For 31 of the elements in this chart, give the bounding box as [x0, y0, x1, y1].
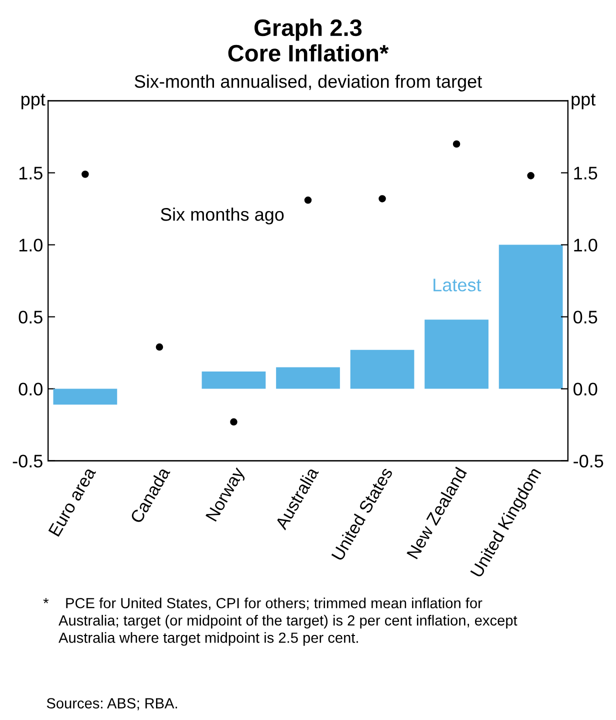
y-tick-label: -0.5 — [12, 454, 42, 468]
y2-tick-label: 1.5 — [574, 166, 598, 180]
annotation: Latest — [434, 278, 482, 292]
y2-axis-title: ppt — [572, 94, 596, 110]
y2-tick-label: -0.5 — [574, 454, 604, 468]
point — [230, 418, 238, 426]
source-note: Sources: ABS; RBA. — [46, 698, 177, 710]
y-axis-title: ppt — [22, 94, 46, 110]
y-tick-label: 0.0 — [18, 382, 42, 396]
y-tick-label: 1.5 — [19, 166, 42, 180]
y2-tick-label: 0.0 — [574, 382, 598, 396]
point — [156, 343, 164, 351]
bar — [202, 372, 266, 389]
point — [452, 140, 460, 148]
bar — [276, 367, 340, 389]
point — [304, 196, 312, 204]
y2-tick-label: 0.5 — [574, 310, 598, 324]
bar — [53, 388, 118, 405]
chart-title: Graph 2.3 Core Inflation* — [228, 18, 389, 62]
y-tick-label: 0.5 — [18, 310, 42, 324]
bar — [498, 244, 563, 389]
bar — [424, 320, 488, 389]
y-tick-label: 1.0 — [19, 238, 42, 252]
point — [378, 195, 386, 202]
bar — [350, 350, 414, 389]
text: * PCE for United States, CPI for others; trimmed mean inflation for Australia; target (or midpoint of the target) is 2 per cent inflation, except Australia where target midpoint is 2.5 per cent. — [43, 598, 518, 646]
chart-subtitle: Six-month annualised, deviation from target — [134, 74, 482, 92]
point — [82, 170, 89, 178]
annotation: Six months ago — [160, 208, 284, 224]
point — [527, 172, 534, 180]
y2-tick-label: 1.0 — [574, 238, 598, 252]
